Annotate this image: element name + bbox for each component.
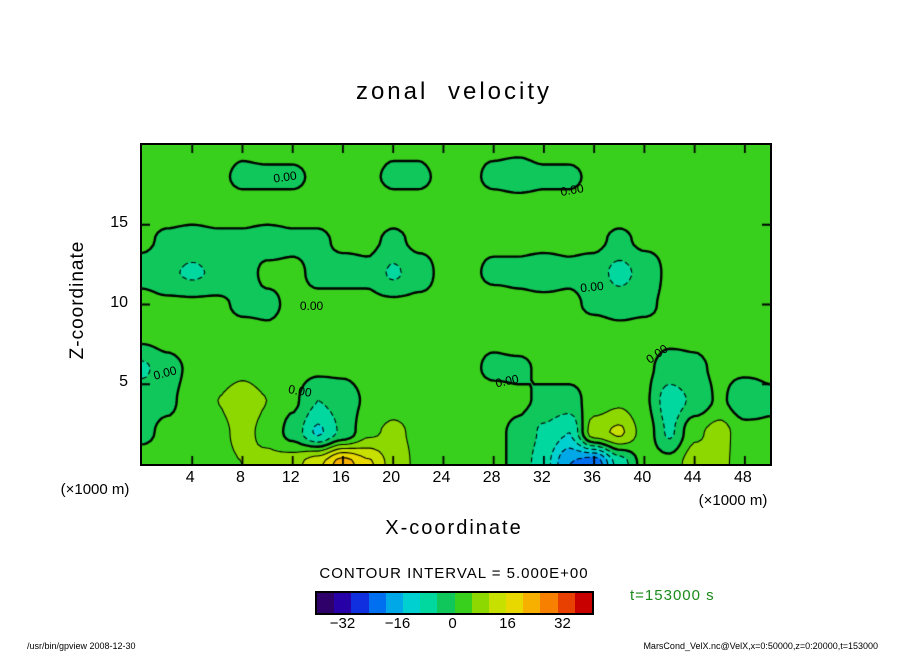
colorbar-cell [488, 593, 507, 613]
colorbar-tick-label: 32 [554, 615, 571, 632]
contour-label: 0.00 [579, 278, 604, 296]
x-tick-label: 4 [185, 469, 195, 486]
y-tick-label: 15 [110, 213, 128, 231]
colorbar-cell [351, 593, 369, 613]
contour-interval-label: CONTOUR INTERVAL = 5.000E+00 [319, 565, 589, 582]
colorbar-tick-label: 16 [499, 615, 516, 632]
chart-title: zonal velocity [355, 78, 553, 105]
colorbar-cell [523, 593, 541, 613]
colorbar-cell [437, 593, 455, 613]
colorbar-tick-label: −32 [329, 615, 356, 632]
contour-lines-canvas [142, 145, 770, 464]
x-tick-label: 16 [332, 469, 350, 486]
colorbar-tick-label: −16 [384, 615, 411, 632]
x-tick-label: 28 [482, 469, 501, 486]
colorbar-cell [368, 593, 386, 613]
x-tick-label: 48 [733, 469, 752, 486]
colorbar-cell [574, 593, 592, 613]
colorbar-cell [557, 593, 575, 613]
colorbar-cell [402, 593, 421, 613]
contour-label: 0.00 [558, 180, 585, 199]
x-tick-label: 44 [683, 469, 702, 486]
x-axis-unit: (×1000 m) [698, 492, 768, 509]
colorbar-cell [334, 593, 352, 613]
x-tick-label: 8 [236, 469, 245, 486]
x-tick-label: 12 [281, 469, 300, 486]
command-line: /usr/bin/gpview 2008-12-30 [27, 641, 136, 651]
time-label: t=153000 s [630, 587, 715, 604]
contour-label: 0.00 [151, 363, 178, 383]
x-tick-label: 24 [432, 469, 451, 486]
colorbar-cell [506, 593, 524, 613]
contour-label: 0.00 [287, 381, 313, 400]
y-axis-label: Z-coordinate [67, 240, 88, 360]
colorbar-cell [540, 593, 558, 613]
y-axis-unit: (×1000 m) [60, 481, 130, 498]
colorbar-cell [385, 593, 403, 613]
contour-label: 0.00 [299, 299, 324, 314]
colorbar-cell [420, 593, 438, 613]
x-tick-label: 20 [382, 469, 401, 486]
dataset-info: MarsCond_VelX.nc@VelX,x=0:50000,z=0:2000… [643, 641, 878, 651]
y-tick-label: 5 [119, 373, 128, 391]
contour-label: 0.00 [272, 168, 298, 186]
y-tick-label: 10 [110, 293, 128, 311]
plot-area: 0.00 0.00 0.00 0.00 0.00 0.00 0.00 0.00 [140, 143, 772, 466]
x-tick-label: 40 [633, 469, 652, 486]
colorbar-cell [471, 593, 489, 613]
x-tick-label: 36 [583, 469, 602, 486]
colorbar-cell [454, 593, 472, 613]
x-axis-label: X-coordinate [385, 517, 523, 539]
contour-label: 0.00 [494, 371, 521, 391]
colorbar [315, 591, 594, 615]
colorbar-cell [317, 593, 335, 613]
colorbar-tick-label: 0 [448, 615, 457, 632]
x-tick-label: 32 [533, 469, 551, 486]
contour-label: 0.00 [643, 341, 671, 367]
contour-zero-labels: 0.00 0.00 0.00 0.00 0.00 0.00 0.00 0.00 [142, 145, 770, 464]
